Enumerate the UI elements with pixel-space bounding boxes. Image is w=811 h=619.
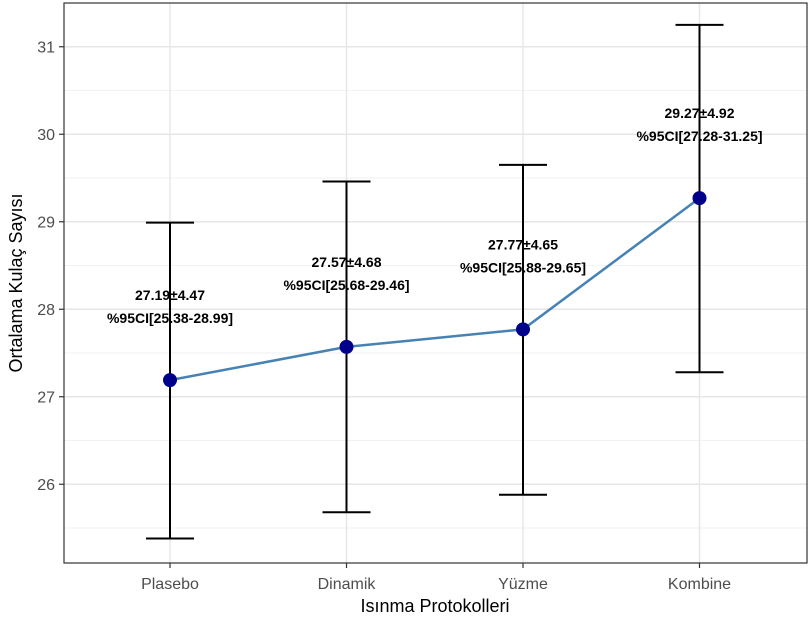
y-tick-label: 29 (37, 214, 55, 231)
y-tick-label: 27 (37, 389, 55, 406)
data-label-ci: %95CI[25.38-28.99] (107, 310, 233, 326)
data-point (339, 339, 354, 354)
data-point (163, 373, 177, 388)
data-point (516, 322, 530, 337)
x-tick-label: Plasebo (141, 576, 199, 593)
y-tick-label: 28 (37, 302, 55, 319)
y-tick-label: 30 (37, 127, 55, 144)
data-label-mean-sd: 29.27±4.92 (665, 105, 735, 121)
data-label-ci: %95CI[25.68-29.46] (283, 277, 409, 293)
data-point (692, 191, 707, 206)
x-tick-label: Dinamik (318, 576, 377, 593)
x-axis-title: Isınma Protokolleri (360, 596, 509, 616)
x-tick-label: Kombine (668, 576, 731, 593)
data-label-ci: %95CI[27.28-31.25] (636, 128, 762, 144)
x-tick-label: Yüzme (498, 576, 548, 593)
y-axis-title: Ortalama Kulaç Sayısı (6, 193, 26, 372)
data-label-mean-sd: 27.19±4.47 (135, 287, 205, 303)
data-label-mean-sd: 27.57±4.68 (312, 254, 382, 270)
data-labels: 27.19±4.47 %95CI[25.38-28.99] 27.57±4.68 %9… (107, 105, 763, 326)
y-tick-label: 26 (37, 477, 55, 494)
plot-panel-border (63, 2, 808, 564)
series-line (169, 197, 701, 382)
y-axis: 26 27 28 29 30 31 (37, 39, 64, 494)
y-tick-label: 31 (37, 39, 55, 56)
plot-panel-background (64, 3, 807, 563)
data-points (163, 191, 707, 388)
x-axis: Plasebo Dinamik Yüzme Kombine (141, 563, 731, 593)
data-label-mean-sd: 27.77±4.65 (488, 236, 558, 252)
data-label-ci: %95CI[25.88-29.65] (460, 259, 586, 275)
